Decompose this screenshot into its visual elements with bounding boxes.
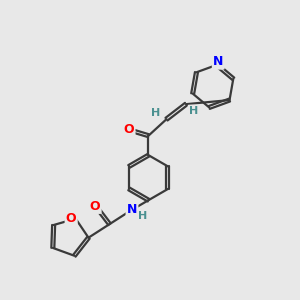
- Text: N: N: [213, 56, 224, 68]
- Text: O: O: [90, 200, 101, 213]
- Text: O: O: [66, 212, 76, 225]
- Text: H: H: [139, 211, 148, 221]
- Text: H: H: [189, 106, 198, 116]
- Text: H: H: [152, 108, 160, 118]
- Text: N: N: [127, 203, 137, 216]
- Text: O: O: [124, 123, 134, 136]
